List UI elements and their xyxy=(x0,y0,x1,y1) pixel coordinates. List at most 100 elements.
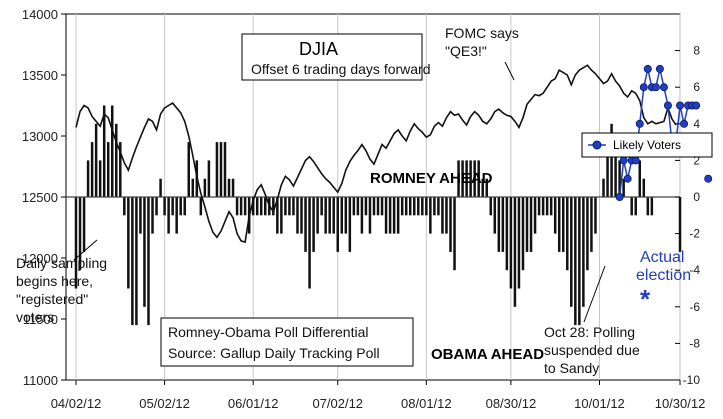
poll-bar xyxy=(255,197,259,216)
oct28-line-2: suspended due xyxy=(544,342,640,358)
poll-bar xyxy=(586,197,589,271)
poll-bar xyxy=(493,197,497,234)
x-tick-label: 08/30/12 xyxy=(486,396,537,411)
chart-subtitle: Offset 6 trading days forward xyxy=(251,61,431,77)
likely-voters-point xyxy=(635,119,644,128)
poll-bar xyxy=(143,197,146,307)
fomc-arrow xyxy=(504,61,515,81)
poll-bar xyxy=(360,197,364,234)
poll-bar xyxy=(642,178,646,197)
source-line-2: Source: Gallup Daily Tracking Poll xyxy=(168,345,380,361)
poll-bar xyxy=(533,197,537,234)
poll-bar xyxy=(320,197,323,216)
poll-bar xyxy=(678,197,682,252)
djia-line xyxy=(75,64,677,244)
poll-bar xyxy=(86,160,90,197)
title-box xyxy=(241,33,423,81)
poll-bar xyxy=(425,197,428,216)
right-tick-label: -8 xyxy=(689,336,700,350)
poll-bar xyxy=(473,160,476,197)
poll-bar xyxy=(481,178,484,197)
poll-bar xyxy=(155,197,158,216)
poll-bar xyxy=(501,197,505,252)
likely-voters-point xyxy=(619,156,628,165)
poll-bar xyxy=(251,197,255,216)
poll-bar xyxy=(509,197,513,289)
poll-bar xyxy=(557,197,561,252)
poll-bar xyxy=(489,197,493,216)
poll-bar xyxy=(284,197,287,216)
poll-bar xyxy=(449,197,452,252)
poll-bar xyxy=(110,105,114,197)
poll-bar xyxy=(259,197,263,216)
poll-bar xyxy=(324,197,327,234)
likely-voters-point xyxy=(623,174,632,183)
likely-voters-point xyxy=(676,101,685,110)
poll-bar xyxy=(445,197,448,234)
poll-bar xyxy=(368,197,372,234)
poll-bar xyxy=(545,197,549,216)
poll-bar xyxy=(78,197,82,271)
poll-bar xyxy=(606,142,609,197)
poll-bar xyxy=(602,178,605,197)
poll-bar xyxy=(465,160,468,197)
poll-bar xyxy=(553,197,557,234)
poll-bar xyxy=(183,197,186,216)
likely-voters-point xyxy=(659,83,668,92)
likely-voters-point xyxy=(651,83,660,92)
poll-bar xyxy=(115,123,118,197)
poll-bar xyxy=(139,197,142,234)
poll-bar xyxy=(106,142,110,197)
poll-bar xyxy=(171,197,174,216)
poll-bar xyxy=(312,197,315,252)
legend-label: Likely Voters xyxy=(613,138,681,152)
poll-bar xyxy=(453,197,456,271)
right-tick-label: 4 xyxy=(693,117,700,131)
poll-bar xyxy=(388,197,392,234)
oct28-arrow xyxy=(583,265,606,323)
poll-bar xyxy=(276,197,279,234)
poll-bar xyxy=(421,197,424,216)
fomc-line-1: FOMC says xyxy=(445,25,519,41)
right-axis-ticks: -10 -8 -6 -4 -2 0 2 4 6 8 xyxy=(675,44,700,387)
poll-bar xyxy=(243,197,247,216)
right-tick-label: -2 xyxy=(689,227,700,241)
poll-bar xyxy=(300,197,303,234)
sampling-line-2: begins here, xyxy=(16,273,93,289)
poll-bar xyxy=(400,197,404,216)
poll-bar xyxy=(203,178,207,197)
poll-bar xyxy=(417,197,420,216)
poll-bar xyxy=(396,197,400,234)
poll-bar xyxy=(207,160,211,197)
poll-bar xyxy=(380,197,384,216)
poll-bar xyxy=(304,197,307,252)
poll-bar xyxy=(223,142,227,197)
oct28-line-1: Oct 28: Polling xyxy=(544,324,635,340)
poll-bar xyxy=(199,197,203,216)
poll-bar xyxy=(590,197,593,252)
poll-bar xyxy=(288,197,291,216)
sampling-arrow xyxy=(73,239,98,261)
chart-title: DJIA xyxy=(299,39,338,59)
poll-bar xyxy=(634,197,637,216)
poll-bar xyxy=(497,197,501,252)
x-tick-label: 10/01/12 xyxy=(574,396,625,411)
right-tick-label: 2 xyxy=(693,153,700,167)
poll-bar xyxy=(408,197,412,216)
poll-bar xyxy=(292,197,295,216)
poll-bar xyxy=(570,197,573,307)
left-tick-label: 11500 xyxy=(23,312,58,327)
right-tick-label: -6 xyxy=(689,300,700,314)
likely-voters-point xyxy=(680,119,689,128)
right-tick-label: -4 xyxy=(689,263,700,277)
likely-voters-point xyxy=(692,101,701,110)
x-axis-ticks: 04/02/12 05/02/12 06/01/12 07/02/12 08/01/12… xyxy=(51,380,705,411)
poll-bar xyxy=(352,197,356,216)
poll-bar xyxy=(646,197,650,216)
left-tick-label: 13000 xyxy=(22,129,58,144)
actual-line-2: election xyxy=(636,267,691,284)
poll-bar xyxy=(521,197,525,271)
poll-bar xyxy=(163,197,166,216)
sampling-line-1: Daily sampling xyxy=(16,255,107,271)
